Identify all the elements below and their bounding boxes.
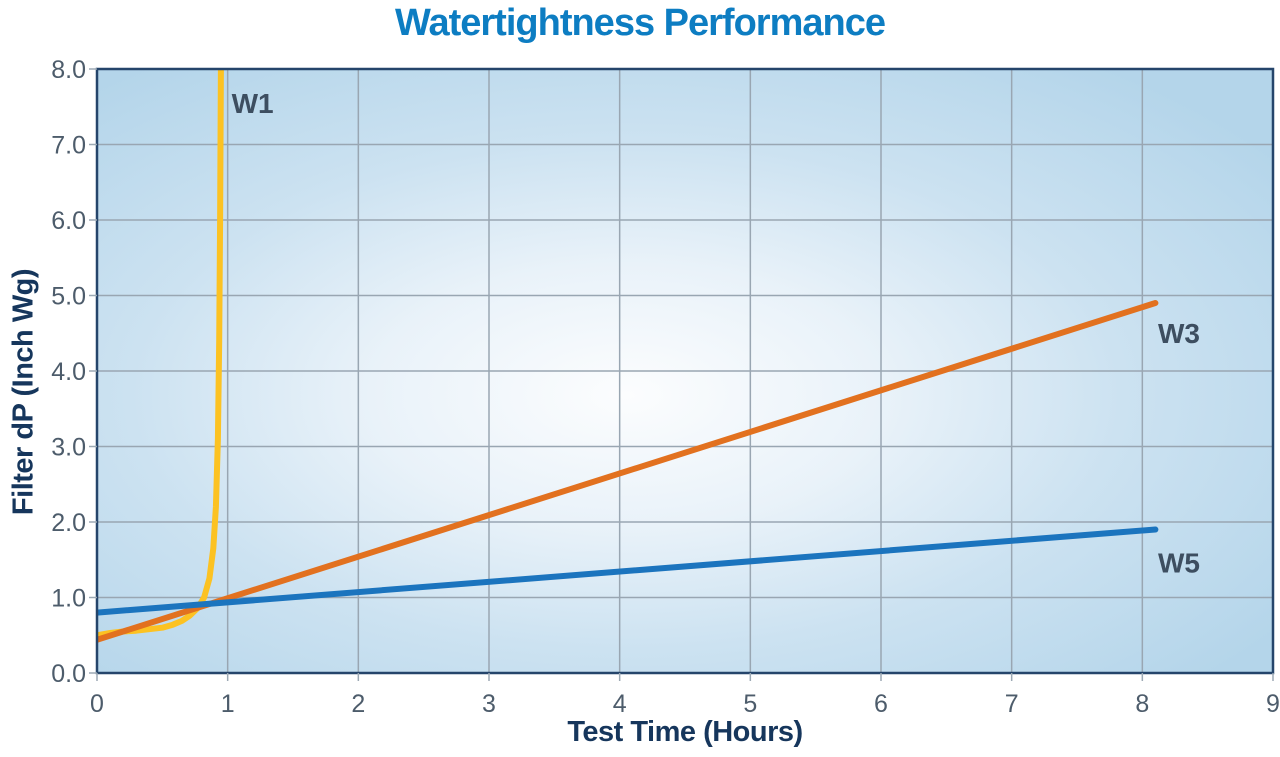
y-tick-label: 0.0	[51, 660, 86, 688]
y-tick-label: 7.0	[51, 132, 86, 160]
x-tick-label: 4	[613, 690, 627, 718]
series-label-w1: W1	[232, 88, 274, 119]
series-line-w3	[97, 300, 1159, 643]
y-tick-label: 1.0	[51, 585, 86, 613]
x-tick-label: 1	[221, 690, 235, 718]
x-tick-label: 5	[743, 690, 757, 718]
series-line-w5	[97, 526, 1159, 616]
series-layer	[97, 69, 1159, 643]
x-tick-label: 9	[1266, 690, 1280, 718]
y-tick-label: 8.0	[51, 56, 86, 84]
label-layer: 0 1 2 3 4 5 6 7 8 9 0.0 1.0 2.0 3.0 4.0 5.0 6.0 7.0 8.0 W1 W…	[51, 56, 1280, 718]
y-tick-label: 2.0	[51, 509, 86, 537]
y-axis-title: Filter dP (Inch Wg)	[7, 268, 40, 516]
chart-title: Watertightness Performance	[395, 2, 886, 44]
x-tick-label: 8	[1135, 690, 1149, 718]
x-tick-label: 2	[351, 690, 365, 718]
tick-layer	[89, 68, 1274, 681]
x-tick-label: 7	[1005, 690, 1019, 718]
x-tick-label: 3	[482, 690, 496, 718]
y-tick-label: 6.0	[51, 207, 86, 235]
y-tick-label: 5.0	[51, 283, 86, 311]
x-axis-title: Test Time (Hours)	[567, 716, 803, 748]
y-tick-label: 3.0	[51, 434, 86, 462]
series-label-w3: W3	[1158, 318, 1200, 349]
x-tick-label: 6	[874, 690, 888, 718]
series-label-w5: W5	[1158, 548, 1200, 579]
x-tick-label: 0	[90, 690, 104, 718]
y-tick-label: 4.0	[51, 358, 86, 386]
